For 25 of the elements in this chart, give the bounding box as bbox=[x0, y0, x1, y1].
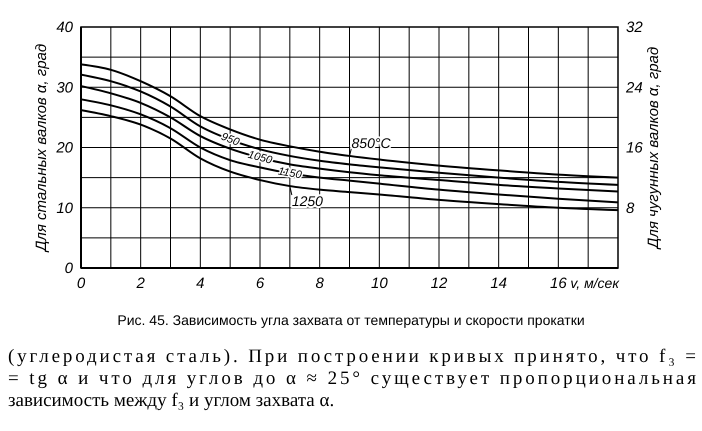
x-tick-label: 0 bbox=[76, 275, 86, 292]
y-tick-label: 30 bbox=[56, 79, 74, 96]
x-tick-label: 12 bbox=[430, 275, 448, 292]
x-tick-label: 4 bbox=[196, 275, 205, 292]
text: Рис. 45. Зависимость угла захвата от температуры и скорости прокатки bbox=[117, 312, 585, 328]
y2-tick-label: 32 bbox=[626, 19, 644, 36]
y2-tick-label: 24 bbox=[625, 79, 643, 96]
y2-tick-label: 16 bbox=[626, 140, 644, 156]
y-tick-label: 20 bbox=[55, 140, 74, 156]
y2-tick-label: 8 bbox=[626, 200, 635, 217]
x-tick-label: 16 bbox=[550, 275, 568, 292]
x-tick-label: 10 bbox=[370, 275, 388, 292]
y-tick-label: 40 bbox=[56, 19, 74, 36]
x-axis-title: v, м/сек bbox=[570, 275, 620, 291]
x-tick-label: 2 bbox=[135, 275, 146, 292]
y-axis-title: Для стальных валков α, град bbox=[33, 44, 50, 254]
y2-axis-title: Для чугунных валков α, град bbox=[645, 46, 662, 250]
x-tick-label: 14 bbox=[490, 275, 508, 292]
text: (углеродистая сталь). При построении кривых принято, что f₃ = bbox=[8, 346, 696, 367]
x-tick-label: 6 bbox=[256, 275, 265, 292]
text: зависимость между f₃ и углом захвата α. bbox=[8, 390, 334, 411]
y-tick-label: 0 bbox=[64, 260, 74, 277]
text: = tg α и что для углов до α ≈ 25° существует пропорциональная bbox=[8, 368, 696, 389]
y-tick-label: 10 bbox=[56, 200, 74, 217]
x-tick-label: 8 bbox=[315, 275, 324, 292]
